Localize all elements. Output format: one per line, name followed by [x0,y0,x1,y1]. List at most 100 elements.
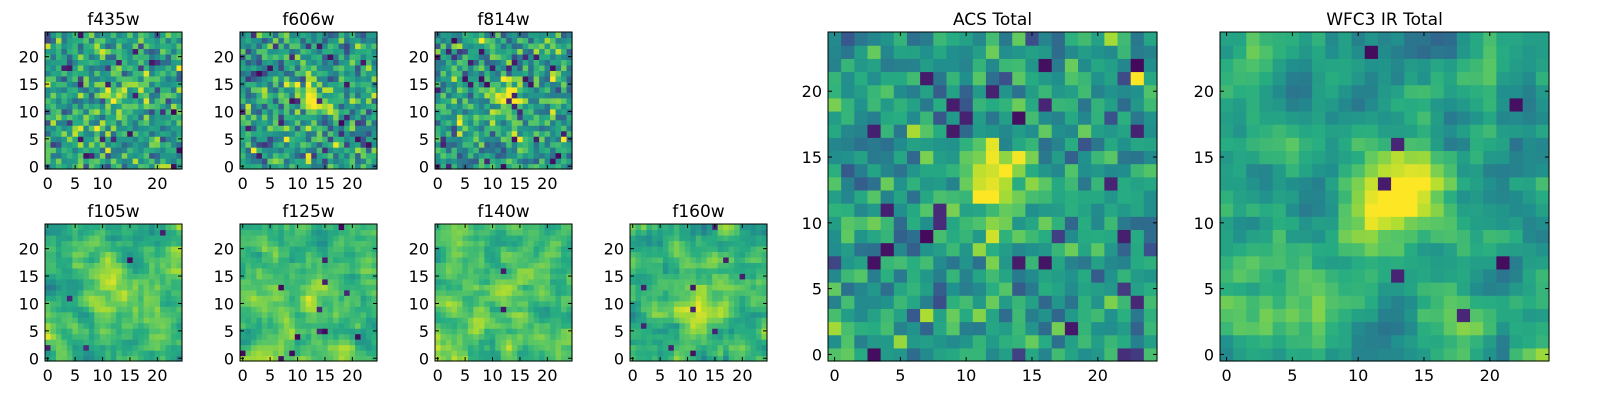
heatmap-cell [1130,163,1145,178]
heatmap-cell [121,224,128,231]
heatmap-cell [473,32,480,39]
heatmap-cell [88,119,95,126]
heatmap-cell [371,224,378,231]
heatmap-cell [116,48,123,55]
heatmap-cell [555,125,562,132]
heatmap-cell [668,350,675,357]
heatmap-cell [435,322,442,329]
heatmap-cell [566,333,573,340]
heatmap-cell [435,284,442,291]
heatmap-cell [561,108,568,115]
heatmap-cell [110,75,117,82]
heatmap-cell [366,163,373,170]
heatmap-cell [289,295,296,302]
heatmap-cell [240,256,247,263]
heatmap-cell [544,245,551,252]
heatmap-cell [88,322,95,329]
heatmap-cell [55,32,63,39]
heatmap-cell [462,322,469,329]
heatmap-cell [272,317,279,324]
heatmap-cell [679,333,686,340]
heatmap-cell [985,176,1000,191]
heatmap-cell [555,328,562,335]
heatmap-cell [240,97,247,104]
heatmap-cell [355,163,362,170]
heatmap-cell [366,92,373,99]
heatmap-cell [906,150,921,165]
heatmap-cell [684,256,691,263]
heatmap-cell [539,37,546,44]
heatmap-cell [539,224,546,231]
heatmap-cell [132,37,139,44]
heatmap-cell [371,262,378,269]
heatmap-cell [250,284,258,291]
heatmap-cell [283,317,290,324]
heatmap-cell [278,328,285,335]
heatmap-cell [828,176,842,191]
heatmap-cell [261,136,268,143]
heatmap-cell [316,48,323,55]
heatmap-cell [756,355,763,362]
heatmap-cell [77,53,84,60]
heatmap-cell [456,339,463,346]
heatmap-cell [445,355,453,362]
heatmap-cell [294,256,301,263]
heatmap-cell [105,240,112,247]
heatmap-cell [294,130,301,137]
heatmap-cell [278,284,285,291]
heatmap-cell [349,229,356,236]
heatmap-cell [484,70,491,77]
heatmap-cell [467,59,474,66]
axes-frame [44,31,183,170]
heatmap-cell [445,289,453,296]
heatmap-cell [294,311,301,318]
heatmap-cell [77,278,84,285]
heatmap-cell [679,284,686,291]
heatmap-cell [561,333,568,340]
heatmap-cell [305,86,312,93]
heatmap-cell [999,282,1013,296]
heatmap-cell [305,256,312,263]
heatmap-cell [522,86,529,93]
heatmap-cell [110,158,117,165]
heatmap-cell [445,344,453,351]
heatmap-cell [105,262,112,269]
heatmap-cell [533,53,540,60]
heatmap-cell [723,317,730,324]
heatmap-cell [322,284,329,291]
heatmap-cell [333,245,340,252]
heatmap-cell [566,256,573,263]
heatmap-cell [77,322,84,329]
heatmap-cell [311,322,318,329]
heatmap-cell [138,37,145,44]
heatmap-cell [690,240,697,247]
heatmap-cell [473,92,480,99]
heatmap-cell [50,158,57,165]
heatmap-cell [50,119,57,126]
heatmap-cell [522,317,529,324]
heatmap-cell [662,289,669,296]
heatmap-cell [55,311,63,318]
heatmap-cell [250,267,258,274]
heatmap-cell [750,267,757,274]
heatmap-cell [662,284,669,291]
heatmap-cell [684,267,691,274]
heatmap-cell [176,262,183,269]
heatmap-cell [528,53,535,60]
heatmap-cell [706,322,713,329]
heatmap-cell [50,37,57,44]
heatmap-cell [462,317,469,324]
heatmap-cell [522,163,529,170]
heatmap-cell [50,289,57,296]
heatmap-cell [83,300,90,307]
heatmap-cell [462,92,469,99]
heatmap-cell [495,92,502,99]
heatmap-cell [165,278,172,285]
heatmap-cell [451,136,458,143]
heatmap-cell [451,322,458,329]
heatmap-cell [245,300,252,307]
heatmap-cell [533,284,540,291]
heatmap-cell [143,103,150,110]
heatmap-cell [734,267,741,274]
heatmap-cell [344,152,351,159]
